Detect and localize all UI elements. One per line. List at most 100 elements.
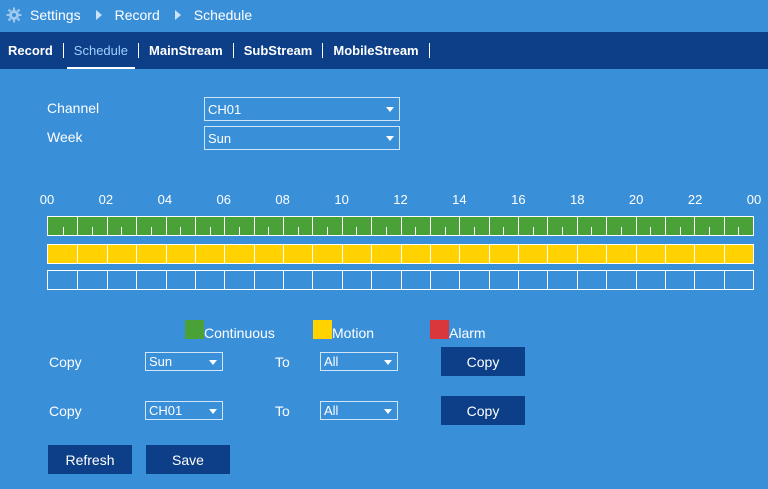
chevron-right-icon [174, 10, 181, 20]
hour-label: 14 [452, 192, 467, 207]
continuous-swatch [185, 320, 204, 339]
timeline-cell-divider [606, 271, 608, 289]
copy-channel-to-select[interactable]: All [320, 401, 398, 420]
motion-swatch [313, 320, 332, 339]
timeline-cell-divider [341, 245, 343, 263]
save-button[interactable]: Save [146, 445, 230, 474]
timeline-cell-divider [283, 245, 284, 263]
timeline-cell-divider [371, 245, 373, 263]
copy-channel-from-value: CH01 [149, 403, 183, 418]
tab-divider [232, 43, 234, 58]
copy-week-to-value: All [324, 354, 339, 369]
timeline-tick [62, 227, 64, 235]
timeline-cell-divider [547, 245, 549, 263]
copy-week-from-select[interactable]: Sun [145, 352, 223, 371]
channel-select[interactable]: CH01 [204, 97, 400, 121]
timeline-tick [562, 227, 564, 235]
week-select[interactable]: Sun [204, 126, 400, 150]
timeline-cell-divider [165, 271, 167, 289]
tab-record[interactable]: Record [8, 43, 53, 58]
breadcrumb-settings[interactable]: Settings [30, 7, 81, 23]
hour-label: 20 [628, 192, 644, 207]
alarm-schedule-bar[interactable] [47, 270, 754, 290]
chevron-down-icon [209, 360, 217, 365]
timeline-cell-divider [341, 271, 343, 289]
timeline-cell-divider [224, 271, 226, 289]
timeline-tick [444, 227, 446, 235]
timeline-tick [650, 227, 652, 235]
hour-scale: 00 02 04 06 08 10 12 14 16 18 20 22 00 [36, 192, 766, 208]
channel-select-value: CH01 [208, 101, 242, 117]
timeline-cell-divider [106, 245, 108, 263]
timeline-cell-divider [371, 271, 373, 289]
timeline-tick [532, 227, 534, 235]
tab-schedule[interactable]: Schedule [64, 32, 138, 69]
timeline-cell-divider [194, 271, 196, 289]
timeline-cell-divider [136, 245, 138, 263]
timeline-cell-divider [635, 245, 637, 263]
timeline-cell-divider [459, 271, 461, 289]
timeline-cell-divider [77, 271, 79, 289]
timeline-tick [708, 227, 710, 235]
timeline-cell-divider [635, 271, 637, 289]
timeline-tick [341, 217, 343, 235]
timeline-tick [238, 227, 240, 235]
breadcrumb-record[interactable]: Record [114, 7, 160, 23]
timeline-cell-divider [547, 271, 549, 289]
timeline-cell-divider [224, 245, 226, 263]
refresh-button[interactable]: Refresh [48, 445, 132, 474]
timeline-tick [136, 217, 138, 235]
timeline-tick [356, 227, 358, 235]
hour-label: 04 [157, 192, 173, 207]
copy-channel-button[interactable]: Copy [441, 396, 525, 425]
timeline-tick [327, 227, 329, 235]
timeline-tick [283, 217, 284, 235]
copy-channel-label: Copy [49, 403, 82, 419]
copy-week-to-select[interactable]: All [320, 352, 398, 371]
alarm-swatch [430, 320, 449, 339]
week-label: Week [47, 129, 83, 145]
timeline-cell-divider [576, 245, 578, 263]
channel-label: Channel [47, 100, 100, 116]
timeline-cell-divider [723, 245, 725, 263]
copy-channel-from-select[interactable]: CH01 [145, 401, 223, 420]
timeline-cell-divider [459, 245, 461, 263]
copy-week-button[interactable]: Copy [441, 347, 525, 376]
timeline-cell-divider [723, 271, 725, 289]
tab-mainstream[interactable]: MainStream [149, 43, 223, 58]
timeline-tick [488, 217, 490, 235]
hour-label: 06 [216, 192, 231, 207]
legend-continuous: Continuous [185, 317, 275, 341]
timeline-tick [150, 227, 152, 235]
chevron-down-icon [386, 136, 394, 141]
timeline-cell-divider [664, 245, 666, 263]
hour-label: 08 [275, 192, 290, 207]
timeline-cell-divider [253, 245, 255, 263]
timeline-cell-divider [400, 245, 402, 263]
tab-substream[interactable]: SubStream [243, 43, 313, 58]
timeline-cell-divider [312, 245, 314, 263]
timeline-tick [312, 217, 314, 235]
timeline-tick [180, 227, 182, 235]
timeline-cell-divider [429, 271, 431, 289]
timeline-tick [664, 217, 666, 235]
motion-schedule-bar[interactable] [47, 244, 754, 264]
timeline-tick [415, 227, 417, 235]
chevron-down-icon [384, 360, 392, 365]
copy-channel-to-value: All [324, 403, 339, 418]
timeline-cell-divider [664, 271, 666, 289]
gear-icon [6, 7, 22, 23]
tab-bar: Record Schedule MainStream SubStream Mob… [0, 32, 768, 69]
timeline-tick [92, 227, 94, 235]
continuous-schedule-bar[interactable] [47, 216, 754, 236]
hour-label: 12 [393, 192, 408, 207]
timeline-tick [723, 217, 725, 235]
legend-motion: Motion [313, 317, 374, 341]
tab-mobilestream[interactable]: MobileStream [333, 43, 419, 58]
timeline-tick [547, 217, 549, 235]
hour-label: 10 [334, 192, 349, 207]
hour-label: 16 [511, 192, 526, 207]
breadcrumb: Settings Record Schedule [0, 0, 768, 30]
timeline-tick [679, 227, 681, 235]
hour-label: 00 [746, 192, 762, 207]
